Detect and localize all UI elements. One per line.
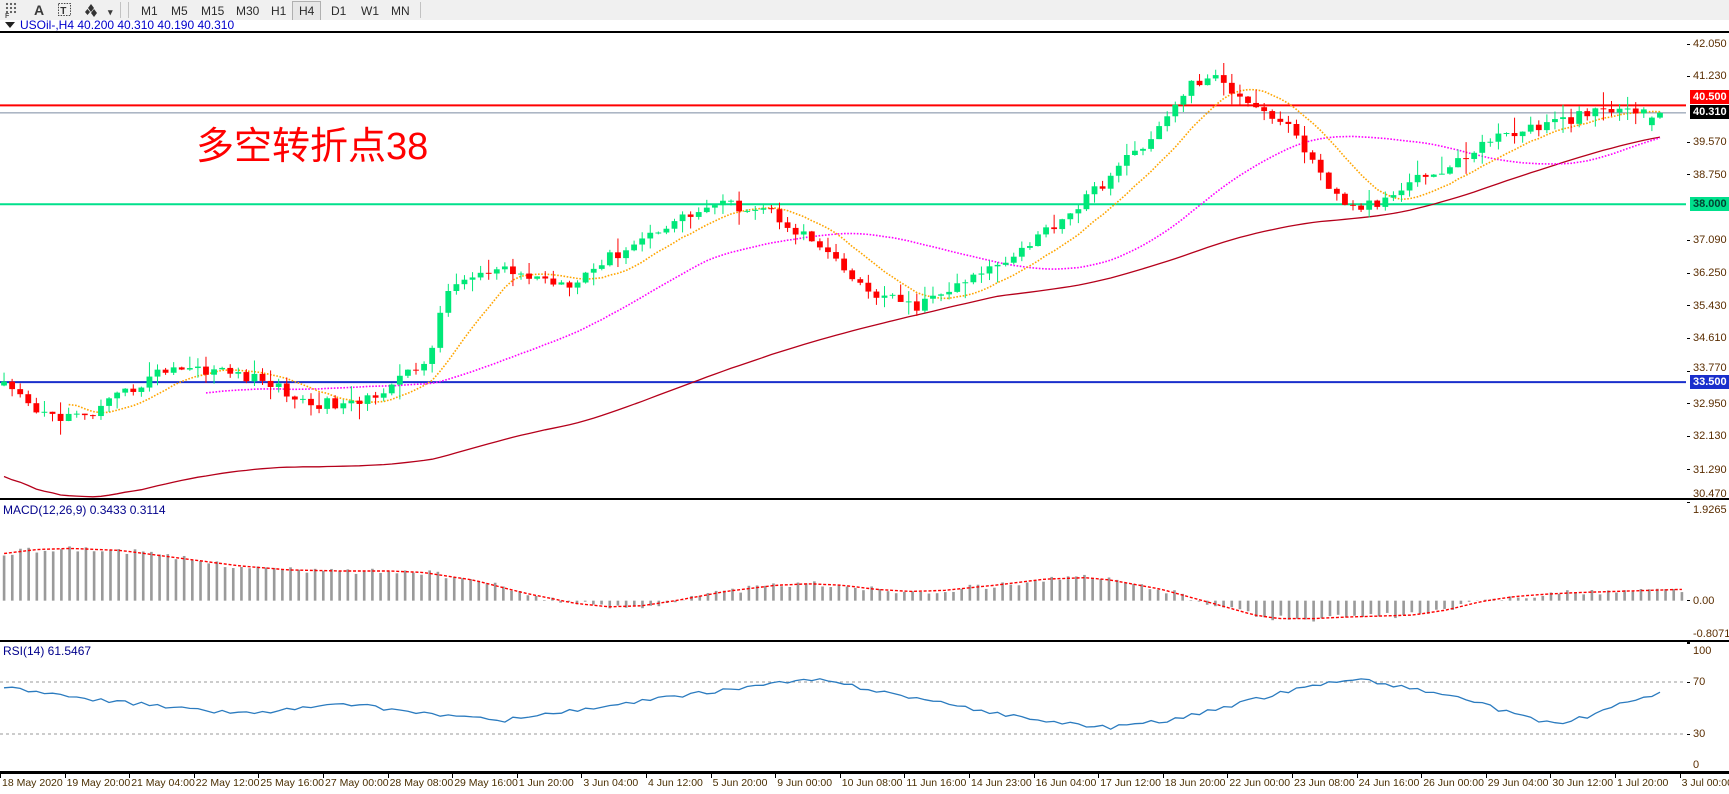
svg-text:F: F <box>5 13 10 18</box>
svg-text:T: T <box>60 6 66 17</box>
